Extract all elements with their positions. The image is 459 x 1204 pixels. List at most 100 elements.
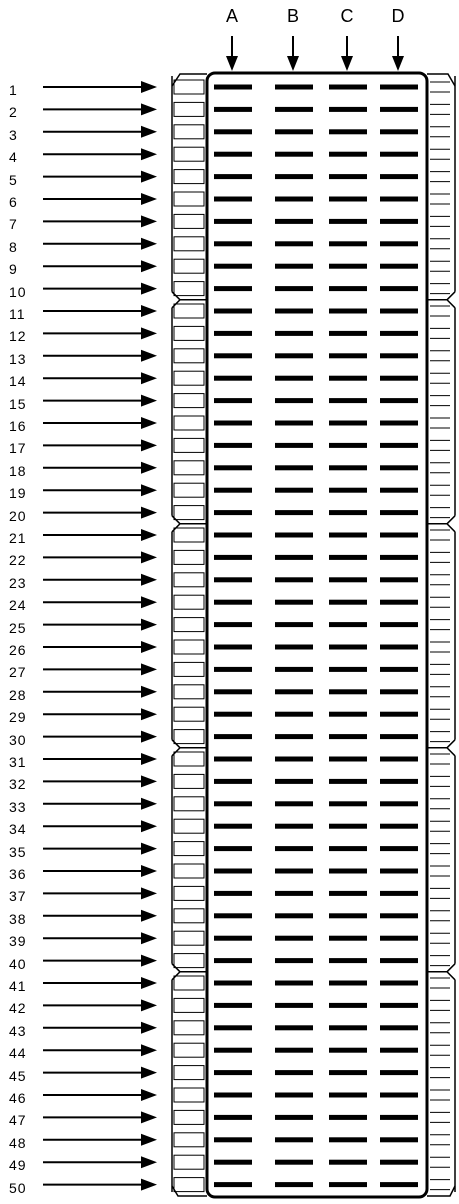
contact xyxy=(380,734,418,740)
contact xyxy=(380,420,418,426)
contact xyxy=(214,935,252,941)
row-arrow-head xyxy=(141,215,157,228)
row-label: 46 xyxy=(9,1090,27,1106)
contact xyxy=(380,935,418,941)
left-housing-top xyxy=(171,73,207,87)
contact xyxy=(214,1092,252,1098)
row-label: 26 xyxy=(9,642,27,658)
contact xyxy=(214,286,252,292)
row-label: 32 xyxy=(9,776,27,793)
contact xyxy=(329,84,367,90)
contact xyxy=(214,734,252,740)
contact xyxy=(380,846,418,852)
row-label: 50 xyxy=(9,1179,27,1196)
left-slot xyxy=(173,975,205,991)
right-housing-edge xyxy=(445,76,456,1192)
row-label: 41 xyxy=(9,978,27,994)
left-slot xyxy=(173,751,205,767)
contact xyxy=(380,1092,418,1098)
row-label: 20 xyxy=(9,507,27,524)
row-label: 35 xyxy=(9,843,27,860)
contact xyxy=(329,286,367,292)
contact xyxy=(329,1025,367,1031)
row-arrow-head xyxy=(141,887,157,900)
row-label: 28 xyxy=(9,686,27,703)
row-arrow-head xyxy=(141,865,157,877)
contact xyxy=(275,308,313,314)
contact xyxy=(329,218,367,224)
contact xyxy=(214,756,252,762)
contact xyxy=(275,174,313,180)
row-label: 40 xyxy=(9,955,27,972)
row-label: 14 xyxy=(9,373,27,390)
contact xyxy=(214,1070,252,1076)
contact xyxy=(275,980,313,986)
contact xyxy=(380,1002,418,1008)
contact xyxy=(329,1159,367,1165)
right-housing-top xyxy=(427,73,456,87)
row-arrow-head xyxy=(141,641,157,653)
row-arrow-head xyxy=(141,484,157,497)
contact xyxy=(214,666,252,672)
contact xyxy=(275,913,313,919)
contact xyxy=(214,420,252,426)
row-label: 47 xyxy=(9,1112,27,1129)
contact xyxy=(329,890,367,896)
row-arrow-head xyxy=(141,842,157,855)
row-arrow-head xyxy=(141,573,157,586)
contact xyxy=(275,1025,313,1031)
contact xyxy=(275,846,313,852)
left-housing-bottom xyxy=(171,1185,207,1197)
contact xyxy=(214,151,252,157)
contact xyxy=(329,375,367,381)
row-arrow-head xyxy=(141,394,157,407)
contact xyxy=(329,622,367,628)
row-arrow-head xyxy=(141,1044,157,1057)
contact xyxy=(214,442,252,448)
contact xyxy=(380,263,418,269)
row-arrow-head xyxy=(141,708,157,721)
contact xyxy=(275,868,313,874)
contact xyxy=(214,711,252,717)
contact xyxy=(380,890,418,896)
row-arrow-head xyxy=(141,81,157,93)
row-arrow-head xyxy=(141,1111,157,1124)
row-label: 39 xyxy=(9,933,27,950)
left-slot xyxy=(173,124,205,140)
contact xyxy=(214,823,252,829)
contact xyxy=(275,375,313,381)
contact xyxy=(380,868,418,874)
row-label: 12 xyxy=(9,328,27,345)
row-arrow-head xyxy=(141,417,157,429)
contact xyxy=(329,756,367,762)
row-label: 33 xyxy=(9,798,27,815)
row-label: 38 xyxy=(9,910,27,927)
row-arrow-head xyxy=(141,372,157,385)
row-label: 17 xyxy=(9,440,27,457)
contact xyxy=(275,1002,313,1008)
row-label: 48 xyxy=(9,1134,27,1151)
column-label: C xyxy=(340,6,354,26)
contact xyxy=(214,958,252,964)
contact xyxy=(329,778,367,784)
contact xyxy=(214,801,252,807)
contact xyxy=(275,1092,313,1098)
contact xyxy=(380,174,418,180)
contact xyxy=(214,554,252,560)
left-slot xyxy=(173,1109,205,1125)
row-arrow-head xyxy=(141,1156,157,1169)
contact xyxy=(275,778,313,784)
contact xyxy=(380,106,418,112)
left-slot xyxy=(173,706,205,722)
contact xyxy=(214,532,252,538)
left-slot xyxy=(173,236,205,252)
row-arrow-head xyxy=(141,282,157,295)
contact xyxy=(275,151,313,157)
contact xyxy=(329,1002,367,1008)
contact xyxy=(329,577,367,583)
left-slot xyxy=(173,953,205,969)
contact xyxy=(214,599,252,605)
row-label: 16 xyxy=(9,418,27,434)
column-label: D xyxy=(391,6,405,26)
